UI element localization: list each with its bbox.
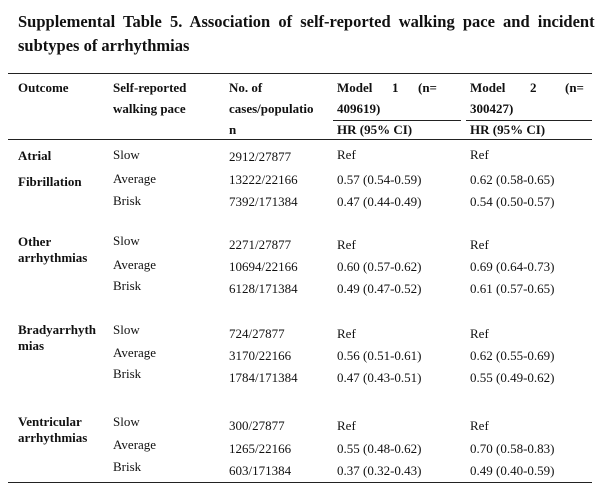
header-model1-hr: HR (95% CI) xyxy=(337,122,413,137)
model2-hr-cell: 0.61 (0.57-0.65) xyxy=(470,281,555,296)
header-model2-line-2: 300427) xyxy=(470,101,514,116)
pace-cell: Slow xyxy=(113,322,140,337)
table-title: Supplemental Table 5. Association of sel… xyxy=(18,10,600,58)
cases-cell: 2912/27877 xyxy=(229,149,292,164)
model2-hr-cell: 0.69 (0.64-0.73) xyxy=(470,259,555,274)
outcome-label-line-2: arrhythmias xyxy=(18,250,88,265)
model1-header-rule xyxy=(333,120,461,121)
cases-cell: 10694/22166 xyxy=(229,259,298,274)
outcome-label-line-1: Atrial xyxy=(18,148,52,163)
model1-hr-cell: 0.57 (0.54-0.59) xyxy=(337,172,422,187)
table-top-rule xyxy=(8,73,592,74)
table-title-line-2: subtypes of arrhythmias xyxy=(18,36,190,55)
header-outcome: Outcome xyxy=(18,80,69,95)
model1-hr-cell: 0.47 (0.43-0.51) xyxy=(337,370,422,385)
outcome-label-line-2: arrhythmias xyxy=(18,430,88,445)
model2-hr-cell: 0.54 (0.50-0.57) xyxy=(470,194,555,209)
model1-hr-cell: 0.55 (0.48-0.62) xyxy=(337,441,422,456)
model2-hr-cell: 0.62 (0.55-0.69) xyxy=(470,348,555,363)
model2-hr-cell: Ref xyxy=(470,326,489,341)
model2-hr-cell: Ref xyxy=(470,147,489,162)
model1-hr-cell: Ref xyxy=(337,147,356,162)
model1-hr-cell: Ref xyxy=(337,418,356,433)
outcome-label-line-1: Other xyxy=(18,234,52,249)
table-bottom-rule xyxy=(8,482,592,483)
outcome-label-line-1: Bradyarrhyth xyxy=(18,322,96,337)
model1-hr-cell: 0.49 (0.47-0.52) xyxy=(337,281,422,296)
model1-hr-cell: 0.37 (0.32-0.43) xyxy=(337,463,422,478)
cases-cell: 1265/22166 xyxy=(229,441,292,456)
model1-hr-cell: 0.60 (0.57-0.62) xyxy=(337,259,422,274)
model2-hr-cell: Ref xyxy=(470,237,489,252)
pace-cell: Average xyxy=(113,437,157,452)
cases-cell: 1784/171384 xyxy=(229,370,298,385)
header-model2-number: 2 xyxy=(530,80,537,95)
pace-cell: Brisk xyxy=(113,278,142,293)
pace-cell: Slow xyxy=(113,147,140,162)
header-model2-word: Model xyxy=(470,80,506,95)
pace-cell: Brisk xyxy=(113,193,142,208)
model2-hr-cell: 0.49 (0.40-0.59) xyxy=(470,463,555,478)
outcome-label-line-2: mias xyxy=(18,338,44,353)
header-pace-line-2: walking pace xyxy=(113,101,186,116)
pace-cell: Brisk xyxy=(113,459,142,474)
model2-hr-cell: 0.55 (0.49-0.62) xyxy=(470,370,555,385)
cases-cell: 3170/22166 xyxy=(229,348,292,363)
pace-cell: Brisk xyxy=(113,366,142,381)
header-model1-word: Model xyxy=(337,80,373,95)
header-cases-line-3: n xyxy=(229,122,237,137)
table-title-line-1: Supplemental Table 5. Association of sel… xyxy=(18,12,595,31)
header-model1-number: 1 xyxy=(392,80,399,95)
model2-hr-cell: 0.70 (0.58-0.83) xyxy=(470,441,555,456)
cases-cell: 603/171384 xyxy=(229,463,292,478)
header-pace-line-1: Self-reported xyxy=(113,80,187,95)
header-bottom-rule xyxy=(8,139,592,140)
outcome-label-line-1: Ventricular xyxy=(18,414,82,429)
model1-hr-cell: 0.56 (0.51-0.61) xyxy=(337,348,422,363)
cases-cell: 2271/27877 xyxy=(229,237,292,252)
pace-cell: Average xyxy=(113,171,157,186)
header-cases-line-2: cases/populatio xyxy=(229,101,314,116)
header-model1-n: (n= xyxy=(418,80,437,95)
model2-hr-cell: Ref xyxy=(470,418,489,433)
outcome-label-line-2: Fibrillation xyxy=(18,174,82,189)
model1-hr-cell: 0.47 (0.44-0.49) xyxy=(337,194,422,209)
cases-cell: 13222/22166 xyxy=(229,172,298,187)
header-model1-line-2: 409619) xyxy=(337,101,381,116)
model1-hr-cell: Ref xyxy=(337,237,356,252)
header-model2-n: (n= xyxy=(565,80,584,95)
pace-cell: Average xyxy=(113,257,157,272)
model2-hr-cell: 0.62 (0.58-0.65) xyxy=(470,172,555,187)
header-model2-hr: HR (95% CI) xyxy=(470,122,546,137)
cases-cell: 7392/171384 xyxy=(229,194,298,209)
model2-header-rule xyxy=(466,120,592,121)
cases-cell: 6128/171384 xyxy=(229,281,298,296)
pace-cell: Average xyxy=(113,345,157,360)
header-cases-line-1: No. of xyxy=(229,80,263,95)
cases-cell: 300/27877 xyxy=(229,418,285,433)
pace-cell: Slow xyxy=(113,233,140,248)
pace-cell: Slow xyxy=(113,414,140,429)
cases-cell: 724/27877 xyxy=(229,326,285,341)
model1-hr-cell: Ref xyxy=(337,326,356,341)
